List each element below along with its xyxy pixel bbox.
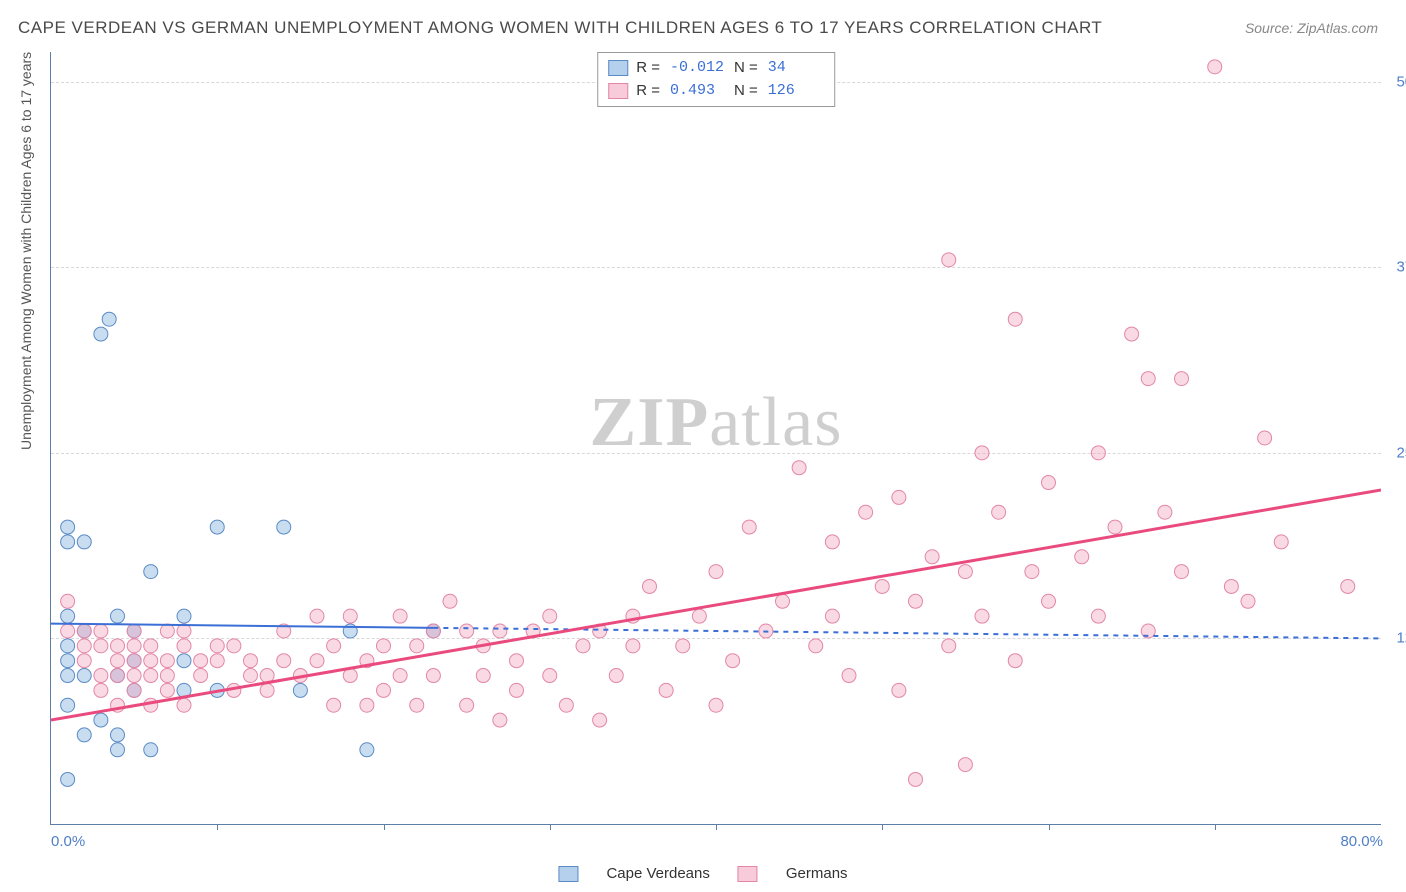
stats-row-germans: R = 0.493 N = 126 xyxy=(608,80,824,103)
x-tick-mark xyxy=(1049,824,1050,830)
n-value-germans: 126 xyxy=(768,80,824,103)
chart-title: CAPE VERDEAN VS GERMAN UNEMPLOYMENT AMON… xyxy=(18,18,1102,38)
r-value-germans: 0.493 xyxy=(670,80,726,103)
plot-area: R = -0.012 N = 34 R = 0.493 N = 126 ZIPa… xyxy=(50,52,1381,825)
y-tick-label: 50.0% xyxy=(1396,73,1406,90)
regression-line xyxy=(51,490,1381,720)
x-tick-mark xyxy=(384,824,385,830)
source-attribution: Source: ZipAtlas.com xyxy=(1245,20,1378,36)
legend-label-germans: Germans xyxy=(786,865,848,882)
x-tick-mark xyxy=(882,824,883,830)
x-axis-min-label: 0.0% xyxy=(51,833,85,850)
swatch-blue xyxy=(608,60,628,76)
y-tick-label: 12.5% xyxy=(1396,630,1406,647)
regression-lines-layer xyxy=(51,52,1381,824)
legend-swatch-cape-verdeans xyxy=(558,866,578,882)
y-axis-label: Unemployment Among Women with Children A… xyxy=(18,52,34,450)
swatch-pink xyxy=(608,83,628,99)
x-tick-mark xyxy=(716,824,717,830)
n-value-cape-verdeans: 34 xyxy=(768,57,824,80)
regression-line xyxy=(51,624,433,628)
legend: Cape Verdeans Germans xyxy=(558,865,847,882)
legend-swatch-germans xyxy=(738,866,758,882)
x-tick-mark xyxy=(550,824,551,830)
x-axis-max-label: 80.0% xyxy=(1340,833,1383,850)
x-tick-mark xyxy=(217,824,218,830)
y-tick-label: 25.0% xyxy=(1396,444,1406,461)
correlation-stats-box: R = -0.012 N = 34 R = 0.493 N = 126 xyxy=(597,52,835,107)
r-value-cape-verdeans: -0.012 xyxy=(670,57,726,80)
y-tick-label: 37.5% xyxy=(1396,259,1406,276)
stats-row-cape-verdeans: R = -0.012 N = 34 xyxy=(608,57,824,80)
legend-label-cape-verdeans: Cape Verdeans xyxy=(606,865,709,882)
x-tick-mark xyxy=(1215,824,1216,830)
